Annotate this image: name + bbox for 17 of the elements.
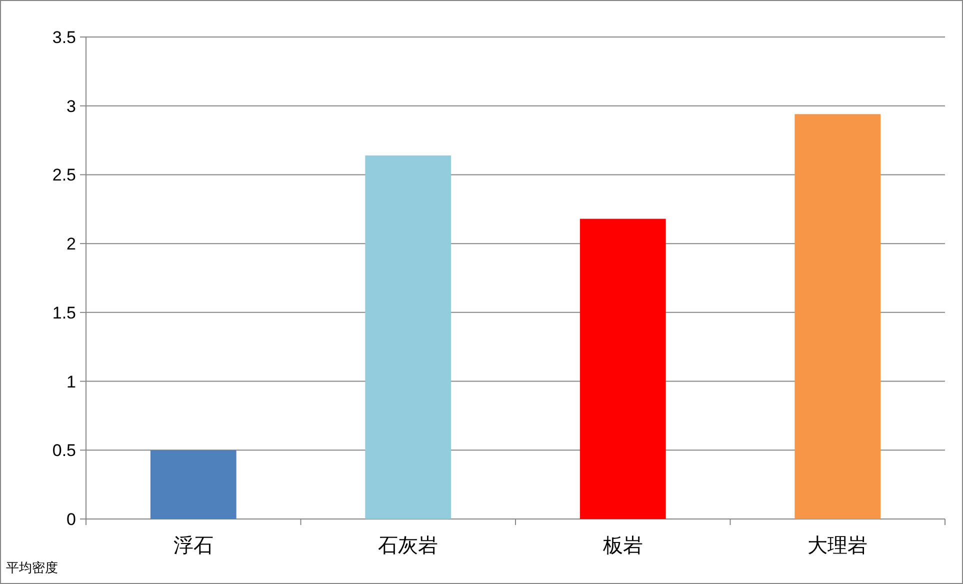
bar [580, 218, 666, 519]
bar [365, 155, 452, 519]
text: 平均密度 [6, 560, 58, 575]
bar [150, 450, 236, 519]
x-tick-label: 石灰岩 [378, 535, 438, 557]
x-tick-label: 浮石 [173, 535, 214, 557]
y-tick-label: 0 [66, 510, 76, 529]
x-tick-label: 大理岩 [808, 535, 868, 557]
y-tick-label: 3.5 [52, 28, 76, 47]
y-tick-label: 2.5 [52, 166, 76, 185]
bar [794, 114, 881, 519]
y-tick-label: 0.5 [52, 441, 76, 460]
y-tick-label: 3 [66, 96, 76, 116]
y-tick-label: 1 [66, 372, 76, 392]
y-tick-label: 2 [66, 234, 76, 254]
y-tick-label: 1.5 [52, 303, 76, 322]
x-tick-label: 板岩 [602, 535, 643, 557]
